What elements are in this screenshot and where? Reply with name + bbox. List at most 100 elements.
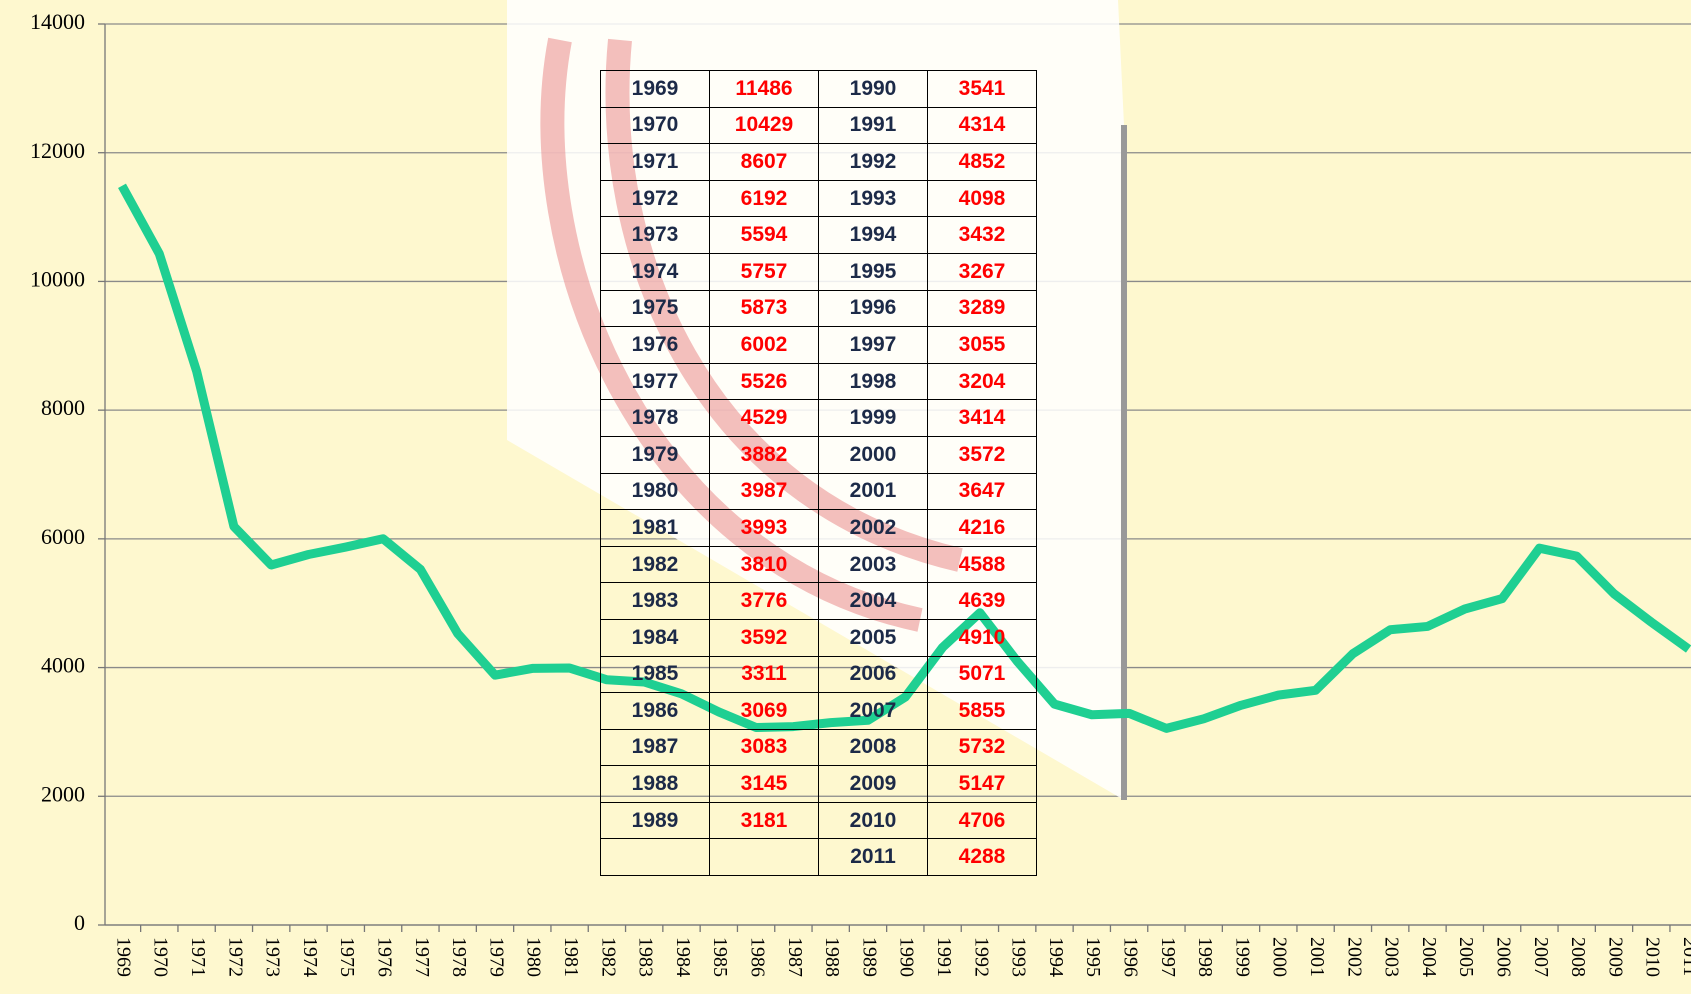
table-value: 4639 [928,583,1037,620]
table-year: 1970 [601,107,710,144]
table-year: 1971 [601,144,710,181]
table-value: 4529 [710,400,819,437]
table-year: 1979 [601,436,710,473]
y-tick-label: 8000 [41,395,85,420]
x-tick-label: 1999 [1231,937,1253,977]
table-year: 1986 [601,693,710,730]
table-year [601,839,710,876]
table-value: 4098 [928,180,1037,217]
table-year: 1999 [819,400,928,437]
x-tick-label: 2007 [1530,937,1552,977]
x-tick-label: 1988 [821,937,843,977]
table-year: 2002 [819,510,928,547]
table-year: 1991 [819,107,928,144]
x-tick-label: 1995 [1082,937,1104,977]
x-tick-label: 2005 [1455,937,1477,977]
y-tick-label: 6000 [41,524,85,549]
table-value: 8607 [710,144,819,181]
table-year: 2009 [819,766,928,803]
x-tick-label: 1987 [784,937,806,977]
table-year: 2007 [819,693,928,730]
table-value: 4852 [928,144,1037,181]
table-year: 1973 [601,217,710,254]
table-year: 1984 [601,619,710,656]
table-year: 1982 [601,546,710,583]
y-tick-label: 4000 [41,653,85,678]
x-tick-label: 1991 [933,937,955,977]
x-tick-label: 2002 [1343,937,1365,977]
table-value: 3181 [710,802,819,839]
table-year: 2008 [819,729,928,766]
table-year: 1997 [819,327,928,364]
table-value: 3776 [710,583,819,620]
table-year: 1995 [819,253,928,290]
table-value: 5732 [928,729,1037,766]
table-value: 5873 [710,290,819,327]
table-year: 1980 [601,473,710,510]
y-tick-label: 12000 [30,138,85,163]
x-tick-label: 1997 [1157,937,1179,977]
x-tick-label: 2001 [1306,937,1328,977]
x-tick-label: 1996 [1120,937,1142,977]
x-tick-label: 2004 [1418,937,1440,977]
x-tick-label: 1998 [1194,937,1216,977]
table-year: 2011 [819,839,928,876]
table-year: 1983 [601,583,710,620]
table-value: 3572 [928,436,1037,473]
table-year: 1987 [601,729,710,766]
x-tick-label: 1983 [635,937,657,977]
table-year: 1976 [601,327,710,364]
table-year: 1989 [601,802,710,839]
x-tick-label: 1986 [747,937,769,977]
table-year: 1992 [819,144,928,181]
table-value: 3069 [710,693,819,730]
page: 0200040006000800010000120001400019691970… [0,0,1691,994]
table-year: 1994 [819,217,928,254]
table-value: 3414 [928,400,1037,437]
table-value: 4588 [928,546,1037,583]
table-value: 3145 [710,766,819,803]
x-tick-label: 1990 [896,937,918,977]
y-tick-label: 0 [74,910,85,935]
x-tick-label: 2009 [1604,937,1626,977]
x-tick-label: 1972 [224,937,246,977]
table-year: 2010 [819,802,928,839]
table-value: 3987 [710,473,819,510]
table-value: 3592 [710,619,819,656]
table-value: 3541 [928,71,1037,108]
table-value: 3204 [928,363,1037,400]
x-tick-label: 1982 [597,937,619,977]
x-tick-label: 1989 [858,937,880,977]
table-value: 3882 [710,436,819,473]
table-value: 11486 [710,71,819,108]
table-value: 4314 [928,107,1037,144]
y-tick-label: 14000 [30,9,85,34]
table-value [710,839,819,876]
x-tick-label: 1970 [150,937,172,977]
table-value: 3311 [710,656,819,693]
x-tick-label: 2008 [1567,937,1589,977]
table-year: 1990 [819,71,928,108]
x-tick-label: 1978 [448,937,470,977]
x-tick-label: 2011 [1679,937,1691,976]
table-year: 2004 [819,583,928,620]
table-year: 2006 [819,656,928,693]
table-value: 4706 [928,802,1037,839]
table-value: 3647 [928,473,1037,510]
table-value: 3993 [710,510,819,547]
